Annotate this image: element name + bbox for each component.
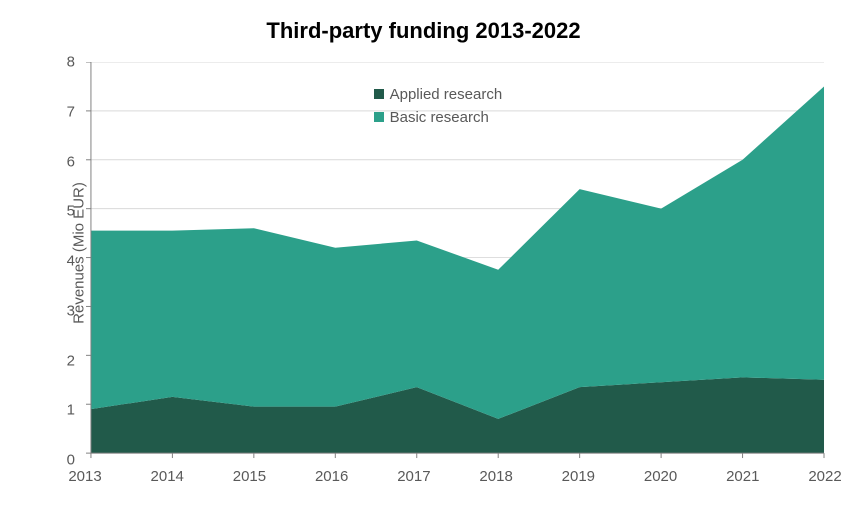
x-tick-label: 2018 <box>479 460 512 485</box>
x-tick-label: 2022 <box>808 460 841 485</box>
legend-swatch <box>374 89 384 99</box>
x-tick-label: 2014 <box>151 460 184 485</box>
x-tick-label: 2013 <box>68 460 101 485</box>
legend-swatch <box>374 112 384 122</box>
legend: Applied research Basic research <box>374 86 503 126</box>
y-tick-label: 2 <box>67 352 85 369</box>
y-tick-label: 8 <box>67 54 85 71</box>
chart-title: Third-party funding 2013-2022 <box>0 18 847 44</box>
x-tick-label: 2016 <box>315 460 348 485</box>
x-tick-label: 2017 <box>397 460 430 485</box>
y-tick-label: 5 <box>67 203 85 220</box>
y-tick-label: 3 <box>67 302 85 319</box>
y-tick-label: 6 <box>67 153 85 170</box>
legend-label: Basic research <box>390 109 489 126</box>
legend-label: Applied research <box>390 86 503 103</box>
x-tick-label: 2019 <box>562 460 595 485</box>
x-tick-label: 2015 <box>233 460 266 485</box>
legend-item: Basic research <box>374 109 503 126</box>
y-tick-label: 4 <box>67 253 85 270</box>
chart-container: Third-party funding 2013-2022 Revenues (… <box>0 0 847 505</box>
legend-item: Applied research <box>374 86 503 103</box>
x-tick-label: 2020 <box>644 460 677 485</box>
x-tick-label: 2021 <box>726 460 759 485</box>
y-tick-label: 7 <box>67 103 85 120</box>
y-tick-label: 1 <box>67 402 85 419</box>
